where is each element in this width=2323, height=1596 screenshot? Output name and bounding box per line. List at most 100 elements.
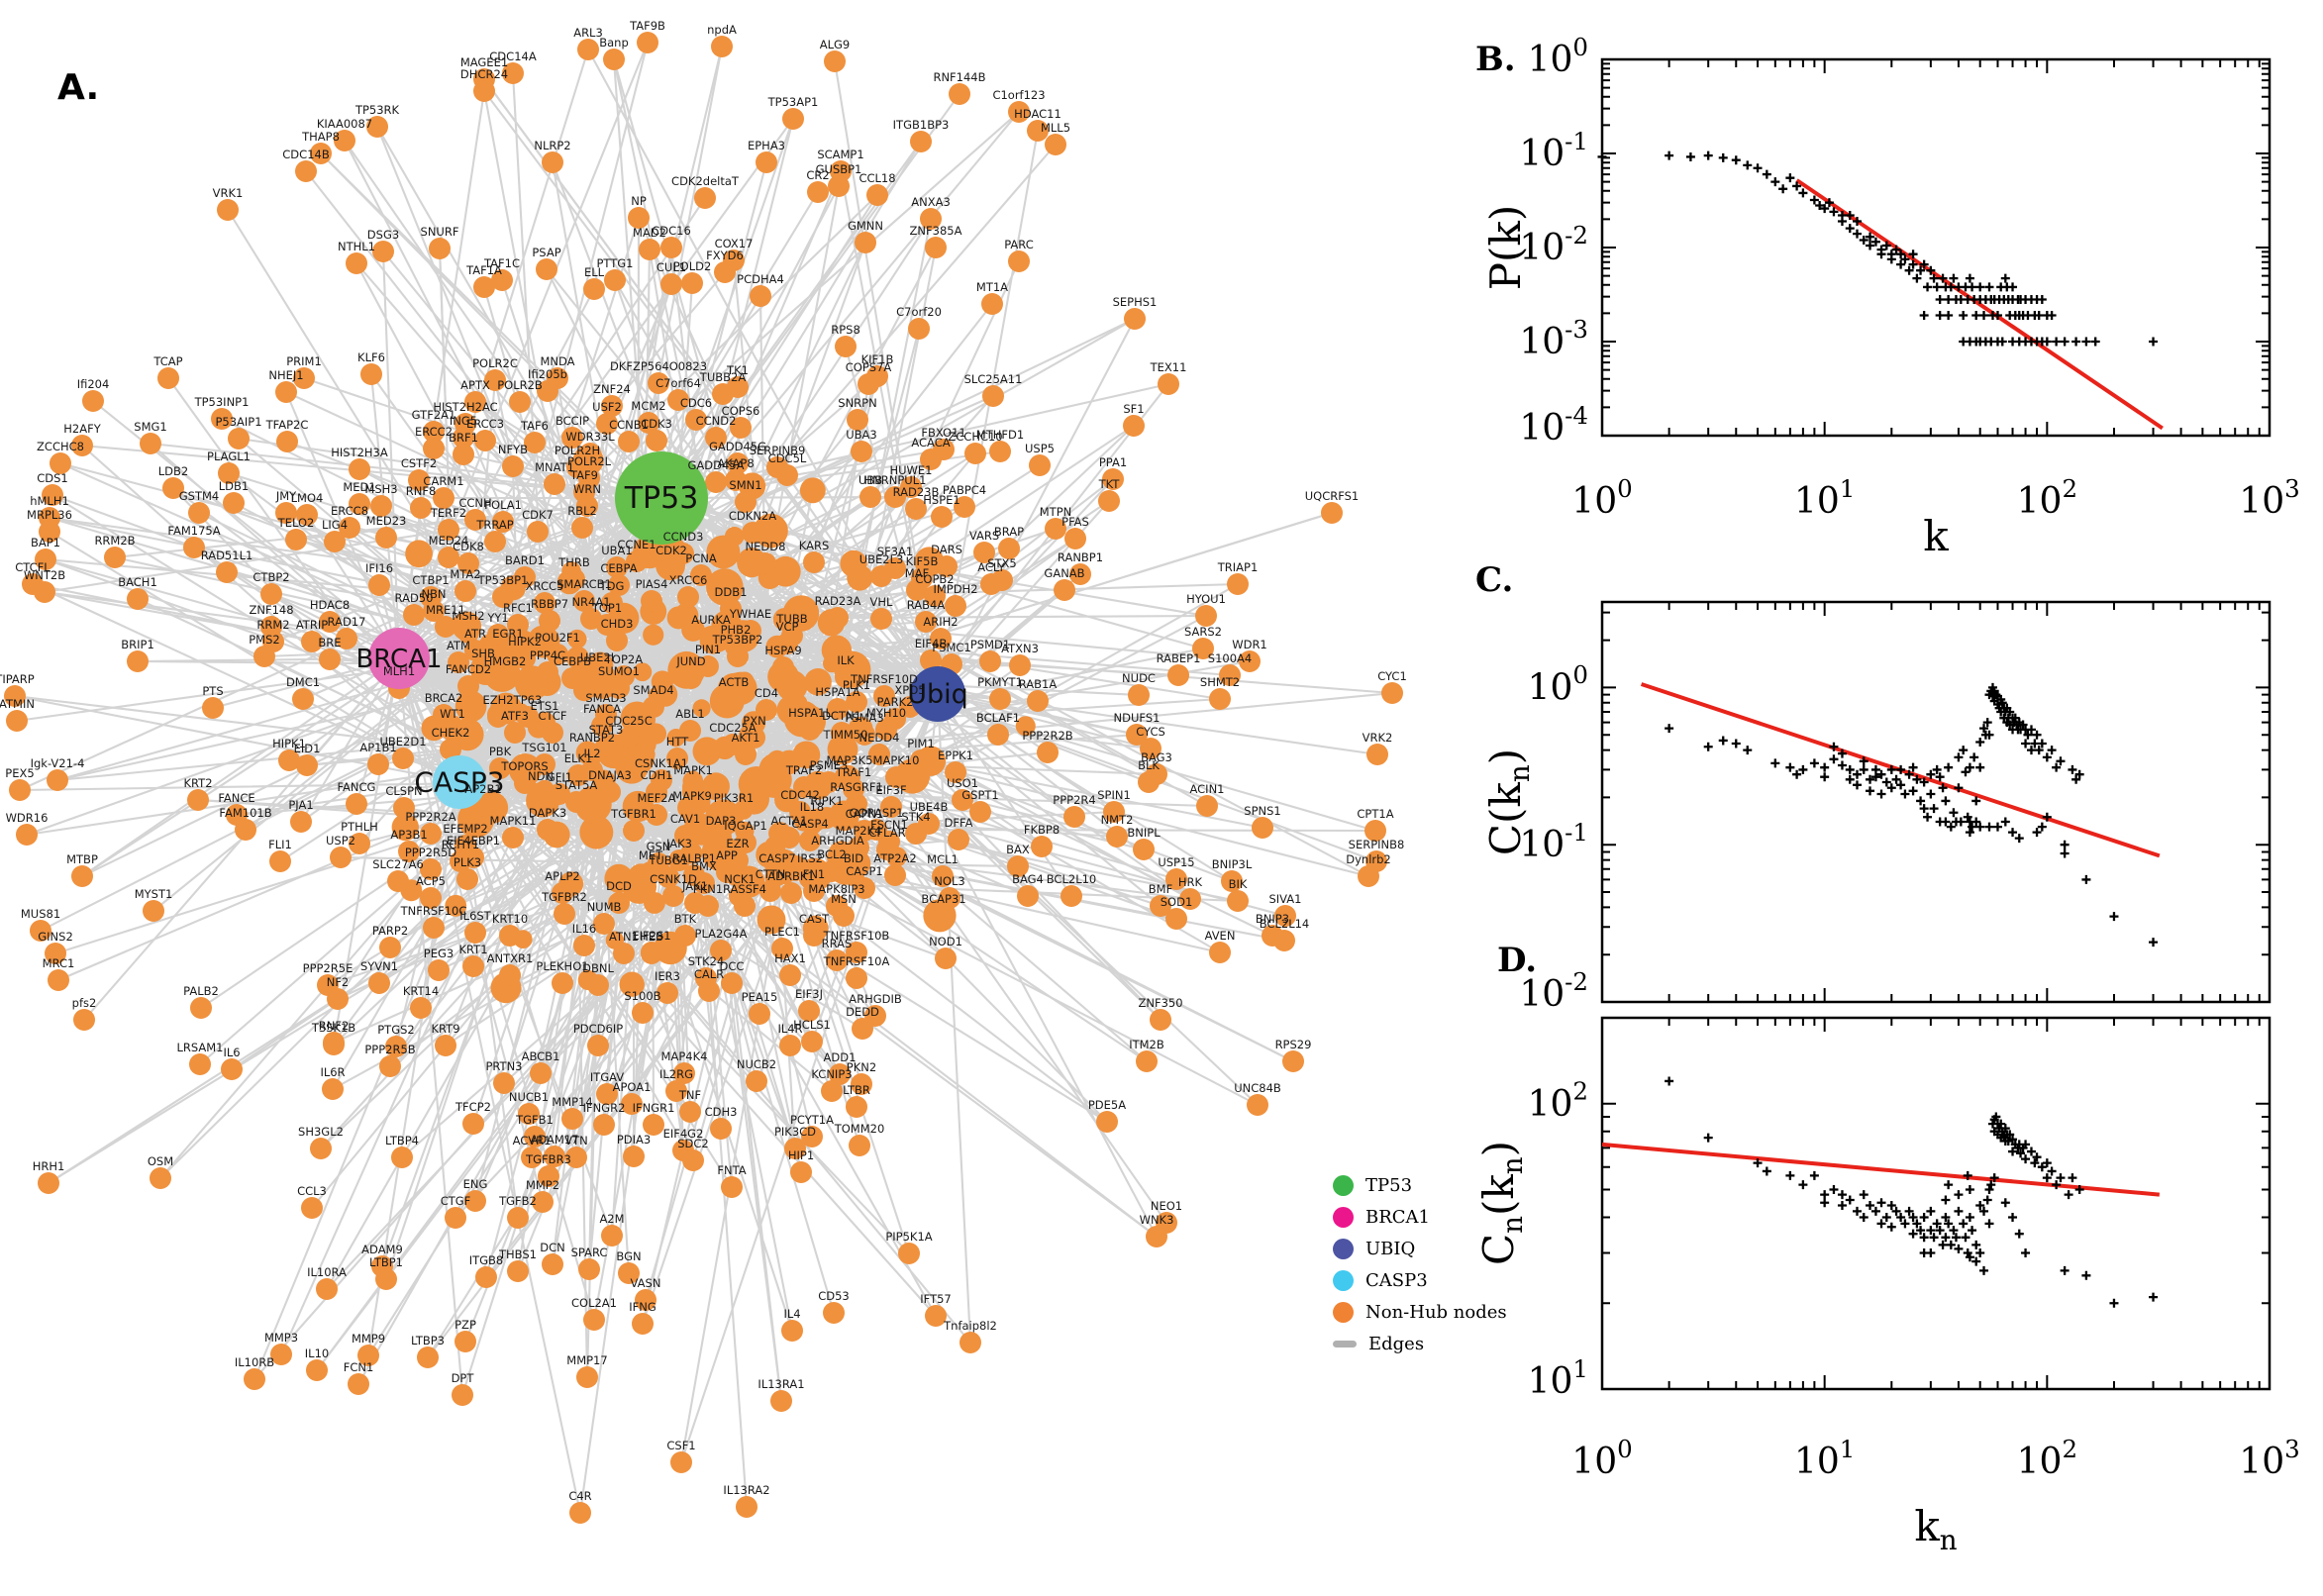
network-node: [253, 646, 275, 667]
node-label: PEG3: [424, 947, 454, 960]
node-label: PPP2R5D: [405, 846, 456, 859]
node-label: RPS8: [831, 323, 860, 337]
tick-label: 102: [2017, 1435, 2077, 1482]
node-label: ATR: [464, 627, 486, 641]
network-node: [368, 972, 390, 994]
network-edge: [936, 692, 1073, 898]
node-label: CDC16: [652, 224, 691, 238]
network-node: [638, 412, 659, 434]
network-node: [569, 1502, 591, 1524]
node-label: RPS29: [1275, 1038, 1312, 1051]
network-node: [657, 866, 679, 888]
network-node: [723, 804, 745, 826]
network-node: [744, 727, 765, 748]
node-label: POLA1: [484, 498, 522, 512]
network-node: [698, 980, 720, 1002]
network-node: [260, 583, 282, 605]
network-node: [973, 542, 995, 563]
network-node: [674, 925, 696, 947]
network-node: [1045, 518, 1066, 540]
network-node: [1209, 942, 1231, 963]
network-node: [275, 381, 297, 403]
network-node: [573, 590, 595, 612]
node-label: CDC25A: [709, 721, 757, 735]
node-label: DAPK3: [529, 806, 566, 820]
network-node: [183, 537, 205, 558]
node-label: CTCF: [538, 709, 566, 723]
network-node: [596, 614, 618, 636]
network-node: [423, 600, 445, 622]
network-edge: [808, 382, 1170, 843]
node-label: MAPK8IP3: [808, 882, 864, 896]
node-label: PTHLH: [341, 820, 378, 834]
node-label: KRT1: [458, 943, 487, 956]
node-label: PHB2: [721, 623, 752, 637]
node-label: PRIM1: [286, 354, 322, 368]
node-label: ENG: [463, 1177, 488, 1191]
network-node: [641, 943, 662, 964]
node-label: PTTG1: [596, 256, 633, 270]
network-node: [868, 744, 890, 765]
node-label: MAF: [905, 566, 929, 580]
network-node: [484, 369, 506, 391]
node-label: TOP2A: [604, 652, 643, 666]
node-label: ACP5: [416, 874, 446, 888]
node-label: SLC25A11: [964, 372, 1023, 386]
network-node-cluster: [445, 894, 467, 917]
network-node: [1192, 638, 1214, 659]
network-node: [930, 628, 952, 649]
network-node: [1247, 1094, 1268, 1116]
node-label: NBN: [421, 587, 446, 601]
network-node: [601, 395, 623, 417]
network-node: [852, 1018, 873, 1040]
network-edge: [43, 496, 663, 594]
node-label: PTS: [202, 684, 223, 698]
network-node: [870, 608, 892, 630]
network-node: [504, 722, 526, 744]
node-label: YY1: [486, 611, 508, 625]
node-label: LRSAM1: [176, 1041, 223, 1054]
network-node-cluster: [706, 568, 744, 606]
network-node: [821, 1080, 843, 1102]
node-label: SUMO1: [598, 664, 640, 678]
node-label: TAF9B: [629, 19, 665, 33]
node-label: CDC5L: [768, 451, 807, 465]
network-node: [524, 1126, 546, 1147]
network-edge: [936, 692, 972, 1345]
network-node-cluster: [692, 737, 722, 766]
network-node: [375, 527, 397, 549]
network-node: [462, 1113, 484, 1135]
network-node: [756, 699, 777, 721]
network-node: [945, 761, 966, 783]
node-label: TP53AP1: [767, 95, 819, 109]
node-label: NP: [631, 194, 647, 208]
node-label: USP5: [1025, 442, 1055, 455]
node-label: SYVN1: [360, 959, 398, 973]
node-label: RAB4A: [907, 598, 946, 612]
node-label: NDN: [528, 769, 554, 783]
node-label: ERCC3: [466, 417, 504, 431]
network-node: [816, 807, 838, 829]
tick-label: 10-1: [1519, 127, 1588, 174]
node-label: C1orf123: [992, 88, 1045, 102]
node-label: APLP2: [545, 869, 579, 883]
hub-node-tp53: [615, 451, 708, 545]
plot-frame: [1600, 600, 2272, 1004]
node-label: RAD51L1: [201, 549, 253, 562]
network-node: [1282, 1050, 1304, 1072]
node-label: TAF9: [569, 468, 598, 482]
node-label: BGN: [616, 1249, 641, 1263]
node-label: BARD1: [505, 553, 545, 567]
network-node: [187, 789, 209, 811]
network-node: [735, 491, 757, 513]
network-node: [428, 959, 450, 981]
network-node: [1146, 1226, 1167, 1247]
node-label: CAST: [799, 912, 830, 926]
network-node: [536, 258, 557, 280]
node-label: TRRAP: [475, 518, 513, 532]
network-node: [1146, 763, 1167, 785]
node-label: NTHL1: [338, 240, 375, 253]
network-node-cluster: [391, 813, 419, 842]
network-node: [50, 452, 71, 474]
network-node: [670, 1451, 692, 1473]
